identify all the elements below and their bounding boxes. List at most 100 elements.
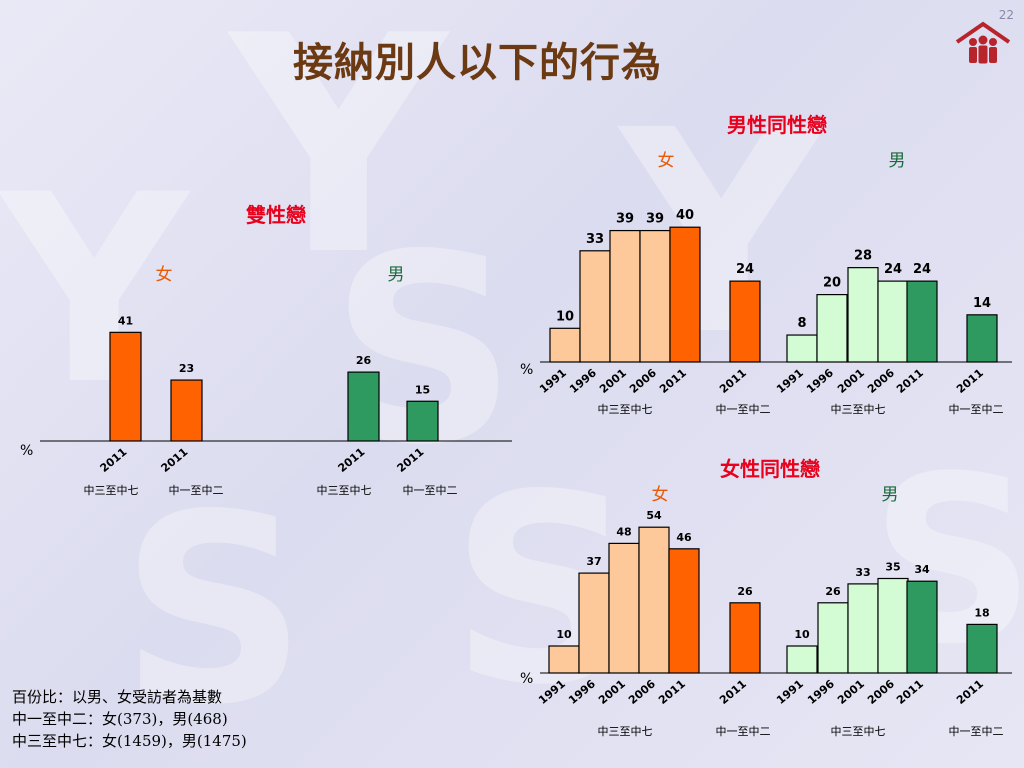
- group-label: 中三至中七: [598, 725, 653, 738]
- year-tick-label: 2006: [626, 677, 658, 707]
- data-label: 26: [825, 585, 841, 598]
- unit-label: %: [520, 362, 533, 378]
- data-label: 39: [616, 212, 634, 227]
- male-label: 男: [388, 265, 405, 285]
- year-tick-label: 2011: [717, 677, 749, 707]
- bar: [786, 645, 818, 674]
- svg-text:S: S: [120, 460, 307, 762]
- family-house-logo: [955, 21, 1011, 64]
- data-label: 37: [586, 555, 601, 568]
- footnote: 百份比：以男、女受訪者為基數 中一至中二：女(373)，男(468) 中三至中七…: [12, 686, 247, 752]
- footnote-line-junior: 中一至中二：女(373)，男(468): [12, 710, 228, 728]
- bar: [608, 542, 640, 674]
- bar: [816, 294, 848, 363]
- year-tick-label: 2011: [894, 677, 926, 707]
- female-label: 女: [652, 485, 669, 505]
- data-label: 28: [854, 249, 872, 264]
- data-label: 20: [823, 276, 841, 291]
- bar: [170, 379, 203, 442]
- panel-title: 女性同性戀: [720, 457, 820, 481]
- data-label: 41: [118, 314, 133, 327]
- bar: [906, 280, 938, 363]
- female-label: 女: [156, 265, 173, 285]
- bar: [877, 280, 909, 363]
- unit-label: %: [20, 443, 33, 459]
- group-label: 中一至中二: [169, 484, 224, 497]
- data-label: 46: [676, 531, 692, 544]
- group-label: 中三至中七: [598, 403, 653, 416]
- year-tick-label: 2011: [954, 677, 986, 707]
- bar: [966, 623, 998, 674]
- data-label: 8: [797, 316, 806, 331]
- bar: [578, 572, 610, 674]
- bar: [609, 229, 641, 363]
- bar: [638, 526, 670, 674]
- bar: [906, 580, 938, 674]
- bar: [729, 602, 761, 674]
- bar: [549, 327, 581, 363]
- data-label: 24: [736, 262, 754, 277]
- data-label: 39: [646, 212, 664, 227]
- group-label: 中一至中二: [949, 403, 1004, 416]
- svg-text:S: S: [330, 200, 517, 502]
- group-label: 中三至中七: [831, 403, 886, 416]
- data-label: 18: [974, 606, 989, 619]
- year-tick-label: 2011: [656, 677, 688, 707]
- male-label: 男: [882, 485, 899, 505]
- bar: [639, 229, 671, 363]
- year-tick-label: 2006: [865, 677, 897, 707]
- panel-title: 男性同性戀: [727, 113, 827, 137]
- bar: [817, 602, 849, 674]
- year-tick-label: 2001: [596, 677, 628, 707]
- unit-label: %: [520, 671, 533, 687]
- bar: [668, 548, 700, 674]
- data-label: 24: [884, 262, 902, 277]
- page-title: 接納別人以下的行為: [293, 40, 662, 86]
- group-label: 中一至中二: [716, 403, 771, 416]
- year-tick-label: 1991: [536, 677, 568, 707]
- male-label: 男: [889, 151, 906, 171]
- data-label: 33: [586, 232, 604, 247]
- year-tick-label: 1996: [566, 677, 598, 707]
- bar: [669, 226, 701, 363]
- data-label: 33: [855, 566, 870, 579]
- data-label: 48: [616, 525, 631, 538]
- group-label: 中一至中二: [949, 725, 1004, 738]
- bar: [406, 400, 439, 442]
- svg-text:Y: Y: [0, 140, 191, 442]
- page-number: 22: [998, 8, 1014, 22]
- group-label: 中一至中二: [716, 725, 771, 738]
- data-label: 14: [973, 296, 991, 311]
- group-label: 中三至中七: [317, 484, 372, 497]
- svg-text:Y: Y: [225, 0, 450, 321]
- footnote-line-senior: 中三至中七：女(1459)，男(1475): [12, 732, 247, 750]
- footnote-line-base: 百份比：以男、女受訪者為基數: [12, 688, 223, 706]
- bar: [109, 331, 142, 442]
- data-label: 24: [913, 262, 931, 277]
- panel-title: 雙性戀: [246, 203, 306, 227]
- bar: [548, 645, 580, 674]
- data-label: 40: [676, 208, 694, 223]
- bar: [966, 314, 998, 363]
- data-label: 26: [356, 354, 372, 367]
- data-label: 35: [885, 561, 900, 574]
- bar: [579, 250, 611, 363]
- bar: [347, 371, 380, 442]
- data-label: 23: [179, 362, 194, 375]
- data-label: 10: [794, 628, 810, 641]
- year-tick-label: 1996: [805, 677, 837, 707]
- bar: [729, 280, 761, 363]
- data-label: 34: [914, 563, 930, 576]
- bar: [847, 267, 879, 363]
- year-tick-label: 1991: [774, 677, 806, 707]
- group-label: 中三至中七: [831, 725, 886, 738]
- data-label: 15: [415, 383, 430, 396]
- group-label: 中一至中二: [403, 484, 458, 497]
- data-label: 54: [646, 509, 662, 522]
- female-label: 女: [658, 151, 675, 171]
- group-label: 中三至中七: [84, 484, 139, 497]
- data-label: 10: [556, 309, 574, 324]
